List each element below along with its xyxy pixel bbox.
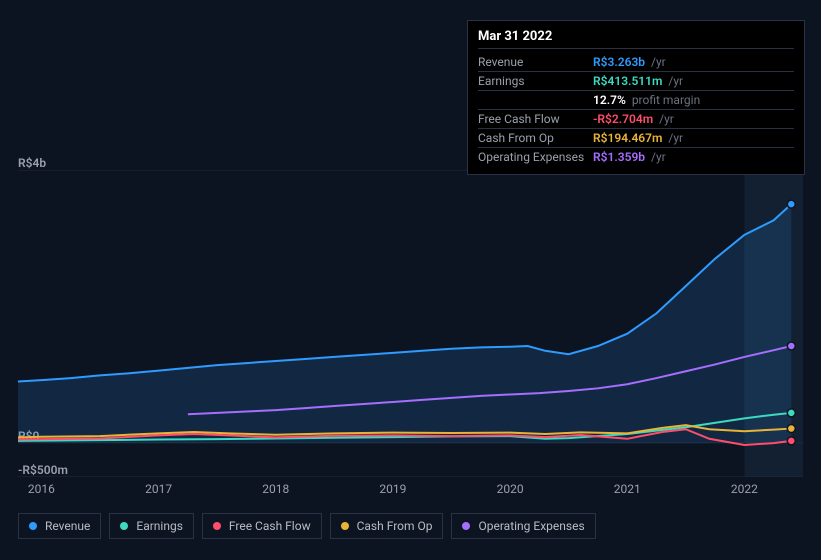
tooltip-label [478, 93, 593, 107]
tooltip-value: 12.7% profit margin [593, 93, 700, 107]
chart-tooltip: Mar 31 2022 RevenueR$3.263b /yrEarningsR… [467, 20, 805, 175]
x-axis-label: 2022 [731, 482, 758, 496]
legend-dot-icon [213, 522, 221, 530]
legend-label: Revenue [45, 519, 90, 533]
legend-dot-icon [29, 522, 37, 530]
x-axis: 2016 2017 2018 2019 2020 2021 2022 [18, 482, 803, 502]
tooltip-row: Free Cash Flow-R$2.704m /yr [478, 110, 794, 129]
tooltip-value: R$1.359b /yr [593, 150, 666, 164]
plot-area[interactable] [18, 170, 803, 477]
tooltip-label: Free Cash Flow [478, 112, 593, 126]
tooltip-row: Operating ExpensesR$1.359b /yr [478, 148, 794, 166]
legend-dot-icon [462, 522, 470, 530]
legend-label: Free Cash Flow [229, 519, 311, 533]
tooltip-value: R$413.511m /yr [593, 74, 683, 88]
x-axis-label: 2017 [145, 482, 172, 496]
legend-dot-icon [341, 522, 349, 530]
tooltip-label: Revenue [478, 55, 593, 69]
x-axis-label: 2019 [379, 482, 406, 496]
x-axis-label: 2020 [497, 482, 524, 496]
tooltip-value: R$3.263b /yr [593, 55, 666, 69]
legend-label: Cash From Op [357, 519, 433, 533]
tooltip-value: -R$2.704m /yr [593, 112, 674, 126]
legend: Revenue Earnings Free Cash Flow Cash From O… [18, 513, 596, 539]
legend-label: Earnings [136, 519, 183, 533]
legend-dot-icon [120, 522, 128, 530]
y-axis-label: R$4b [18, 156, 46, 170]
x-axis-label: 2016 [28, 482, 55, 496]
tooltip-date: Mar 31 2022 [478, 29, 794, 49]
tooltip-label: Cash From Op [478, 131, 593, 145]
x-axis-label: 2018 [262, 482, 289, 496]
tooltip-row: EarningsR$413.511m /yr [478, 72, 794, 91]
financials-chart: R$4bR$0-R$500m 2016201720182019202020212… [18, 158, 803, 538]
x-axis-label: 2021 [614, 482, 641, 496]
legend-item-opex[interactable]: Operating Expenses [451, 513, 595, 539]
tooltip-label: Earnings [478, 74, 593, 88]
tooltip-row: Cash From OpR$194.467m /yr [478, 129, 794, 148]
legend-label: Operating Expenses [478, 519, 584, 533]
tooltip-value: R$194.467m /yr [593, 131, 683, 145]
legend-item-fcf[interactable]: Free Cash Flow [202, 513, 322, 539]
legend-item-cfo[interactable]: Cash From Op [330, 513, 444, 539]
legend-item-revenue[interactable]: Revenue [18, 513, 101, 539]
legend-item-earnings[interactable]: Earnings [109, 513, 194, 539]
tooltip-row: RevenueR$3.263b /yr [478, 53, 794, 72]
tooltip-label: Operating Expenses [478, 150, 593, 164]
tooltip-row: 12.7% profit margin [478, 91, 794, 110]
